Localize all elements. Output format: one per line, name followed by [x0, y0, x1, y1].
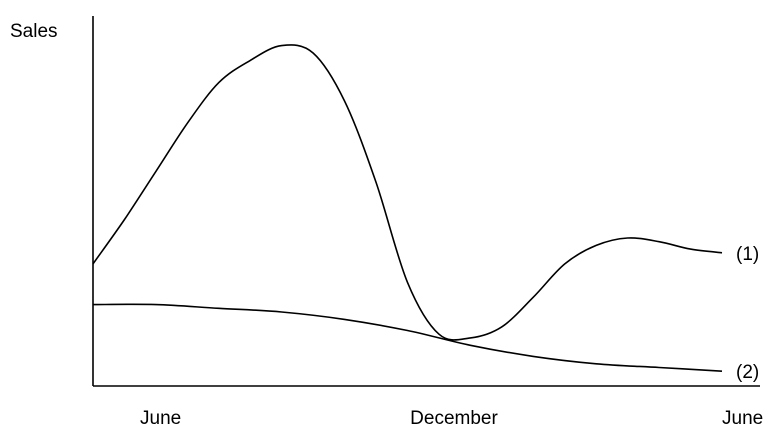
series-line-2 [92, 303, 723, 372]
series-label-2: (2) [736, 362, 759, 383]
series-line-1 [92, 44, 723, 341]
x-tick-label: June [722, 408, 763, 429]
x-tick-label: December [410, 408, 498, 429]
y-axis-label: Sales [10, 21, 58, 42]
x-tick-label: June [140, 408, 181, 429]
series-label-1: (1) [736, 244, 759, 265]
